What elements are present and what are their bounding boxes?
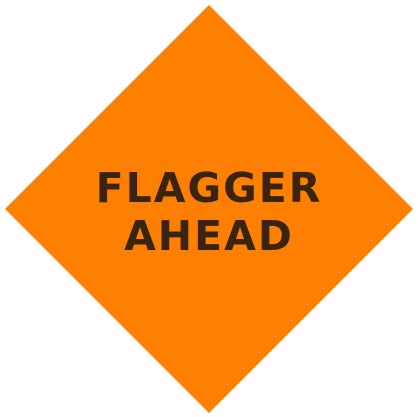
sign-diamond-shape [5,5,413,413]
sign-text-line-1: FLAGGER [95,164,323,212]
sign-text-line-2: AHEAD [124,212,294,260]
